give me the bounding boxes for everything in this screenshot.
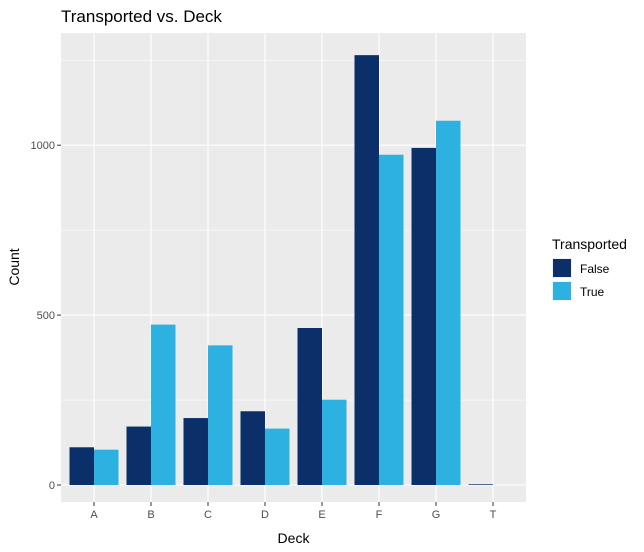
- bar-true-c: [208, 345, 233, 485]
- bar-true-e: [322, 399, 347, 485]
- bar-false-g: [411, 147, 436, 485]
- x-tick-label: T: [490, 509, 497, 521]
- x-tick-label: G: [432, 509, 441, 521]
- bar-false-b: [126, 426, 151, 485]
- legend-swatch-true: [553, 282, 571, 300]
- bar-true-b: [151, 324, 176, 485]
- bar-false-a: [69, 447, 94, 485]
- legend-label-true: True: [580, 285, 605, 299]
- x-tick-label: B: [147, 509, 154, 521]
- y-tick-label: 0: [49, 480, 55, 492]
- bar-false-e: [297, 328, 322, 485]
- y-tick-label: 500: [37, 310, 55, 322]
- y-axis-title: Count: [6, 248, 22, 285]
- bar-true-a: [94, 449, 119, 485]
- x-axis-title: Deck: [278, 530, 311, 546]
- x-tick-label: E: [318, 509, 325, 521]
- bar-false-t: [468, 484, 493, 485]
- x-tick-label: C: [204, 509, 212, 521]
- legend-swatch-false: [553, 259, 571, 277]
- bar-true-f: [379, 154, 404, 485]
- x-tick-label: F: [376, 509, 383, 521]
- bars: [69, 55, 493, 485]
- bar-false-f: [354, 55, 379, 485]
- y-tick-label: 1000: [31, 140, 55, 152]
- x-tick-label: A: [90, 509, 98, 521]
- legend-label-false: False: [580, 262, 610, 276]
- legend: Transported False True: [552, 236, 627, 301]
- bar-false-d: [240, 411, 265, 485]
- y-axis-ticks: 0 500 1000: [31, 140, 61, 492]
- chart-title: Transported vs. Deck: [61, 7, 222, 26]
- bar-false-c: [183, 418, 208, 485]
- bar-true-d: [265, 428, 290, 485]
- x-tick-label: D: [261, 509, 269, 521]
- legend-title: Transported: [552, 236, 627, 252]
- bar-true-g: [436, 120, 461, 485]
